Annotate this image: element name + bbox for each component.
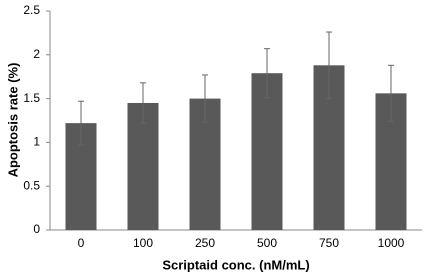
x-tick-label: 750	[319, 236, 339, 250]
error-bar	[264, 48, 270, 99]
y-tick-label: 2	[33, 47, 40, 61]
y-tick-label: 0	[33, 222, 40, 236]
x-tick-label: 250	[195, 236, 215, 250]
error-bar	[202, 74, 208, 123]
y-tick-label: 1	[33, 135, 40, 149]
y-tick-label: 1.5	[23, 91, 40, 105]
x-tick-label: 1000	[378, 236, 405, 250]
y-tick-label: 0.5	[23, 178, 40, 192]
x-tick-label: 0	[78, 236, 85, 250]
y-tick-label: 2.5	[23, 3, 40, 17]
x-tick-label: 100	[133, 236, 153, 250]
bar	[251, 73, 283, 230]
error-bar	[326, 31, 332, 100]
error-bar	[78, 100, 84, 146]
error-bar	[140, 82, 146, 124]
error-bar	[388, 64, 394, 122]
x-axis-title: Scriptaid conc. (nM/mL)	[162, 257, 309, 272]
y-axis-title: Apoptosis rate (%)	[5, 63, 20, 178]
x-tick-label: 500	[257, 236, 277, 250]
bar	[127, 102, 159, 230]
